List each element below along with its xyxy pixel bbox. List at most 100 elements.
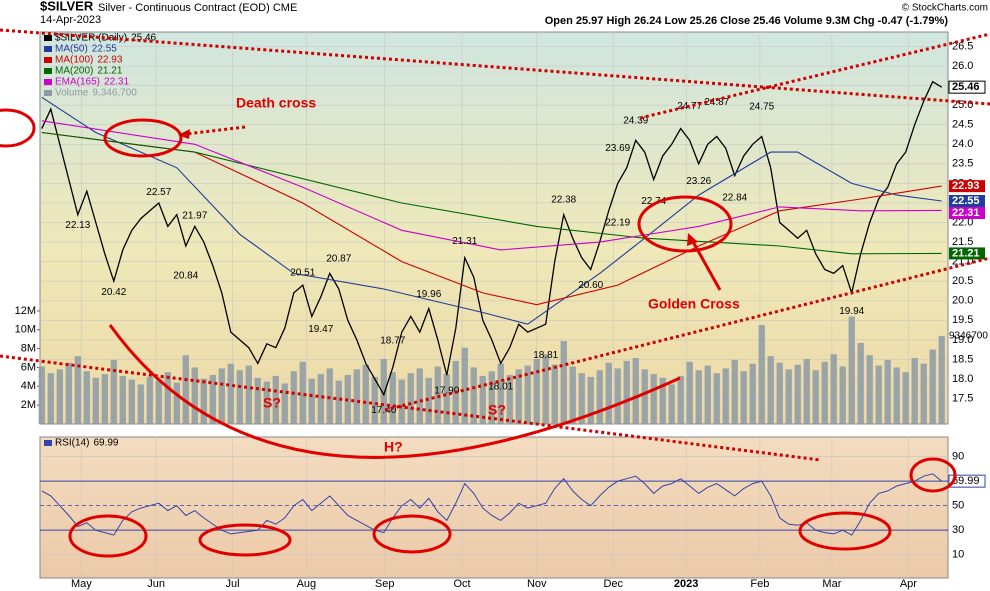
- annotation: H?: [384, 439, 403, 455]
- arrow-head: [687, 233, 698, 246]
- volume-bar: [371, 376, 378, 424]
- x-tick-label: Mar: [822, 578, 841, 590]
- volume-bar: [164, 372, 171, 424]
- price-label: 17.40: [371, 405, 396, 416]
- volume-bar: [830, 354, 837, 424]
- volume-bar: [92, 377, 99, 424]
- circle: [798, 511, 892, 551]
- volume-bar: [857, 342, 864, 424]
- rsi-line: [41, 473, 943, 536]
- circle: [909, 457, 957, 493]
- annotation: Golden Cross: [648, 296, 740, 312]
- rsi-last: 69.99: [952, 475, 980, 487]
- price-label: 20.42: [101, 287, 126, 298]
- y-tick-label: 17.5: [952, 392, 973, 404]
- legend-label: MA(50): [55, 44, 88, 55]
- x-tick-label: Feb: [750, 578, 769, 590]
- volume-bar: [110, 359, 117, 424]
- volume-bar: [542, 354, 549, 424]
- layer: May Jun Jul Aug Sep Oct Nov Dec 2023 Feb Mar Apr 17.…: [15, 32, 988, 590]
- volume-bar: [263, 381, 270, 424]
- volume-bar: [362, 364, 369, 424]
- legend-swatch: [44, 79, 52, 85]
- volume-bar: [569, 366, 576, 424]
- volume-bar: [866, 355, 873, 424]
- volume-bar: [479, 375, 486, 424]
- price-label: 22.57: [146, 187, 171, 198]
- volume-bar: [317, 374, 324, 424]
- volume-bar: [236, 370, 243, 424]
- volume-bar: [470, 367, 477, 424]
- volume-bar: [902, 372, 909, 424]
- volume-bar: [191, 367, 198, 424]
- volume-bar: [740, 371, 747, 424]
- price-panel: [39, 31, 949, 425]
- x-tick-label: Aug: [297, 578, 317, 590]
- x-tick-label: May: [71, 578, 92, 590]
- x-tick-label: Oct: [453, 578, 470, 590]
- volume-bar: [668, 384, 675, 424]
- volume-bar: [785, 369, 792, 424]
- value-box: [949, 195, 985, 208]
- credit: © StockCharts.com: [902, 3, 988, 14]
- arrow: [690, 239, 722, 291]
- volume-bar: [47, 373, 54, 424]
- value-box-label: 21.21: [952, 247, 980, 259]
- volume-bar: [839, 366, 846, 424]
- volume-bar: [650, 374, 657, 424]
- volume-bar: [380, 358, 387, 424]
- x-tick-label: 2023: [674, 578, 698, 590]
- price-label: 20.84: [173, 271, 198, 282]
- volume-bar: [488, 371, 495, 424]
- volume-bar: [821, 361, 828, 424]
- trendline: [384, 256, 990, 412]
- volume-bar: [182, 355, 189, 424]
- price-label: 23.69: [605, 143, 630, 154]
- price-label: 22.19: [605, 218, 630, 229]
- volume-bar: [596, 370, 603, 424]
- volume-bar: [389, 372, 396, 424]
- value-box: [949, 207, 985, 220]
- ma-line: [41, 131, 942, 255]
- y-tick-label: 26.5: [952, 40, 973, 52]
- price-label: 17.90: [434, 386, 459, 397]
- volume-bar: [938, 335, 945, 424]
- x-tick-label: Jun: [147, 578, 165, 590]
- volume-bar: [731, 359, 738, 424]
- annotation: S?: [488, 402, 506, 418]
- legend-label: MA(200): [55, 66, 93, 77]
- y-tick-label: 21.5: [952, 236, 973, 248]
- arrow-head: [178, 129, 190, 139]
- volume-bar: [425, 377, 432, 424]
- volume-bar: [200, 378, 207, 424]
- volume-bar: [245, 365, 252, 424]
- price-label: 23.26: [686, 176, 711, 187]
- volume-bar: [749, 363, 756, 424]
- volume-bar: [884, 359, 891, 424]
- volume-bar: [227, 363, 234, 424]
- volume-bar: [803, 358, 810, 424]
- legend-swatch: [44, 46, 52, 52]
- legend-value: 9,346,700: [92, 88, 137, 99]
- price-label: 18.77: [380, 336, 405, 347]
- circle: [372, 514, 452, 554]
- volume-bar: [524, 365, 531, 424]
- price-label: 21.31: [452, 236, 477, 247]
- price-label: 24.75: [749, 102, 774, 113]
- volume-tick-label: 4M: [21, 380, 36, 392]
- annotation: Death cross: [236, 95, 316, 111]
- volume-bar: [128, 379, 135, 424]
- volume-tick-label: 10M: [15, 324, 36, 336]
- arc: [108, 324, 681, 459]
- y-tick-label: 25.0: [952, 99, 973, 111]
- legend-label: Volume: [55, 88, 89, 99]
- legend-value: 21.21: [97, 66, 122, 77]
- volume-bar: [578, 373, 585, 424]
- price-label: 22.84: [722, 192, 747, 203]
- price-label: 24.87: [704, 97, 729, 108]
- volume-bar: [326, 368, 333, 424]
- volume-bar: [308, 378, 315, 424]
- value-box-label: 25.46: [952, 81, 980, 93]
- volume-bar: [443, 374, 450, 424]
